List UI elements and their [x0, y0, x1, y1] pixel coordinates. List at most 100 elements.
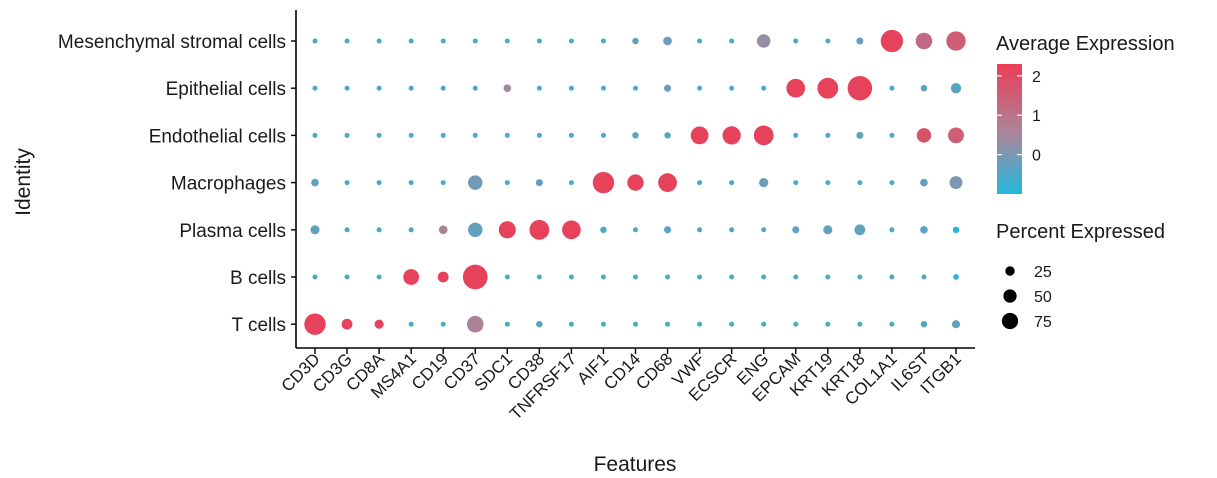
- dot-krt19-row1: [817, 77, 839, 99]
- dot-cd3g-row2: [344, 132, 350, 138]
- dot-ms4a1-row0: [408, 38, 414, 44]
- dot-itgb1-row0: [946, 31, 966, 51]
- dot-aif1-row0: [600, 38, 606, 44]
- dot-eng-row2: [753, 125, 774, 146]
- size-legend-dot: [1003, 289, 1017, 303]
- dot-cd38-row6: [536, 320, 543, 328]
- size-legend-label: 50: [1034, 289, 1052, 306]
- dot-krt18-row2: [856, 131, 864, 139]
- dot-krt19-row0: [825, 38, 831, 44]
- dot-epcam-row6: [793, 321, 799, 327]
- dot-cd14-row2: [632, 132, 639, 139]
- dot-tnfrsf17-row0: [568, 38, 574, 44]
- dot-cd38-row0: [536, 38, 542, 44]
- dot-aif1-row5: [600, 274, 606, 280]
- dot-krt19-row2: [825, 132, 831, 138]
- dot-cd3d-row6: [304, 313, 326, 335]
- dot-ecscr-row2: [722, 126, 741, 145]
- dot-krt18-row5: [857, 274, 863, 280]
- dot-cd3d-row1: [312, 85, 318, 91]
- dot-cd8a-row3: [376, 180, 382, 186]
- dot-cd14-row4: [633, 227, 638, 233]
- dot-eng-row4: [761, 227, 767, 233]
- dot-cd68-row4: [664, 226, 672, 234]
- dot-tnfrsf17-row3: [568, 180, 574, 186]
- dot-cd3d-row3: [311, 178, 319, 187]
- dot-sdc1-row6: [504, 321, 510, 327]
- dot-sdc1-row3: [504, 180, 510, 186]
- size-legend-items: 25 50 75: [1001, 264, 1052, 331]
- dot-cd37-row6: [466, 315, 484, 333]
- dot-il6st-row3: [920, 178, 928, 187]
- dot-cd38-row3: [535, 179, 543, 187]
- dot-cd38-row4: [529, 219, 550, 240]
- dot-cd3d-row0: [312, 38, 318, 44]
- x-tick-group: CD3DCD3GCD8AMS4A1CD19CD37SDC1CD38TNFRSF1…: [278, 348, 965, 424]
- dot-cd68-row6: [665, 321, 671, 327]
- dot-cd3g-row4: [344, 227, 350, 233]
- dot-ecscr-row3: [729, 180, 735, 186]
- dot-eng-row5: [761, 274, 767, 280]
- dot-il6st-row0: [915, 32, 933, 50]
- dot-cd3g-row1: [344, 85, 350, 91]
- color-legend: Average Expression 2 1 0: [996, 33, 1175, 194]
- color-tick-label: 2: [1032, 69, 1041, 86]
- dot-aif1-row3: [592, 171, 615, 194]
- dot-sdc1-row4: [498, 221, 516, 239]
- dot-cd19-row5: [437, 271, 449, 283]
- color-legend-title: Average Expression: [996, 33, 1175, 55]
- dot-epcam-row5: [793, 274, 799, 280]
- dot-cd3g-row3: [344, 180, 350, 186]
- dot-krt18-row1: [847, 75, 873, 101]
- dot-tnfrsf17-row4: [562, 220, 581, 240]
- dot-cd19-row1: [440, 85, 446, 91]
- dot-il6st-row4: [920, 225, 928, 234]
- dot-sdc1-row5: [504, 274, 510, 280]
- dot-cd37-row4: [468, 222, 483, 238]
- dot-itgb1-row4: [952, 226, 960, 234]
- dot-cd8a-row1: [376, 85, 382, 91]
- dot-vwf-row1: [697, 85, 703, 91]
- dot-eng-row0: [756, 34, 771, 48]
- dot-krt18-row6: [857, 321, 863, 327]
- dot-eng-row1: [761, 85, 767, 91]
- dot-cd14-row6: [633, 321, 638, 327]
- dot-itgb1-row1: [950, 82, 962, 94]
- plot-area: Mesenchymal stromal cells Epithelial cell…: [58, 10, 975, 424]
- dot-aif1-row4: [600, 226, 607, 234]
- dot-col1a1-row6: [889, 321, 895, 327]
- dot-cd19-row4: [438, 225, 448, 235]
- dot-cd3g-row0: [344, 38, 350, 44]
- dot-col1a1-row4: [889, 227, 895, 233]
- y-tick-group: Mesenchymal stromal cells Epithelial cell…: [58, 32, 296, 336]
- dot-cd38-row2: [536, 132, 542, 138]
- dot-cd19-row3: [440, 180, 446, 186]
- size-legend-dot: [1001, 312, 1019, 330]
- dot-cd68-row0: [663, 36, 672, 46]
- dot-group: [304, 29, 966, 335]
- dot-il6st-row5: [921, 274, 927, 280]
- dot-vwf-row3: [697, 180, 703, 186]
- dot-krt19-row6: [825, 321, 831, 327]
- color-legend-ticks: 2 1 0: [997, 69, 1041, 165]
- dot-epcam-row3: [793, 180, 799, 186]
- y-tick-label: T cells: [231, 315, 286, 336]
- dot-sdc1-row1: [503, 84, 512, 93]
- dot-itgb1-row5: [953, 274, 959, 280]
- dot-cd8a-row5: [376, 274, 382, 280]
- size-legend-title: Percent Expressed: [996, 221, 1165, 243]
- dot-sdc1-row2: [504, 132, 510, 138]
- dot-cd3d-row2: [312, 132, 318, 138]
- dot-col1a1-row3: [889, 180, 895, 186]
- dot-cd68-row2: [664, 132, 671, 139]
- dot-cd3d-row5: [312, 274, 318, 280]
- color-tick-label: 0: [1032, 148, 1041, 165]
- dot-ms4a1-row3: [408, 180, 414, 186]
- dot-aif1-row6: [600, 321, 606, 327]
- dot-il6st-row2: [916, 128, 932, 143]
- size-legend-label: 75: [1034, 314, 1052, 331]
- dot-col1a1-row2: [889, 132, 895, 138]
- dot-col1a1-row1: [889, 85, 895, 91]
- dot-eng-row3: [759, 178, 769, 188]
- dot-cd8a-row6: [374, 319, 384, 329]
